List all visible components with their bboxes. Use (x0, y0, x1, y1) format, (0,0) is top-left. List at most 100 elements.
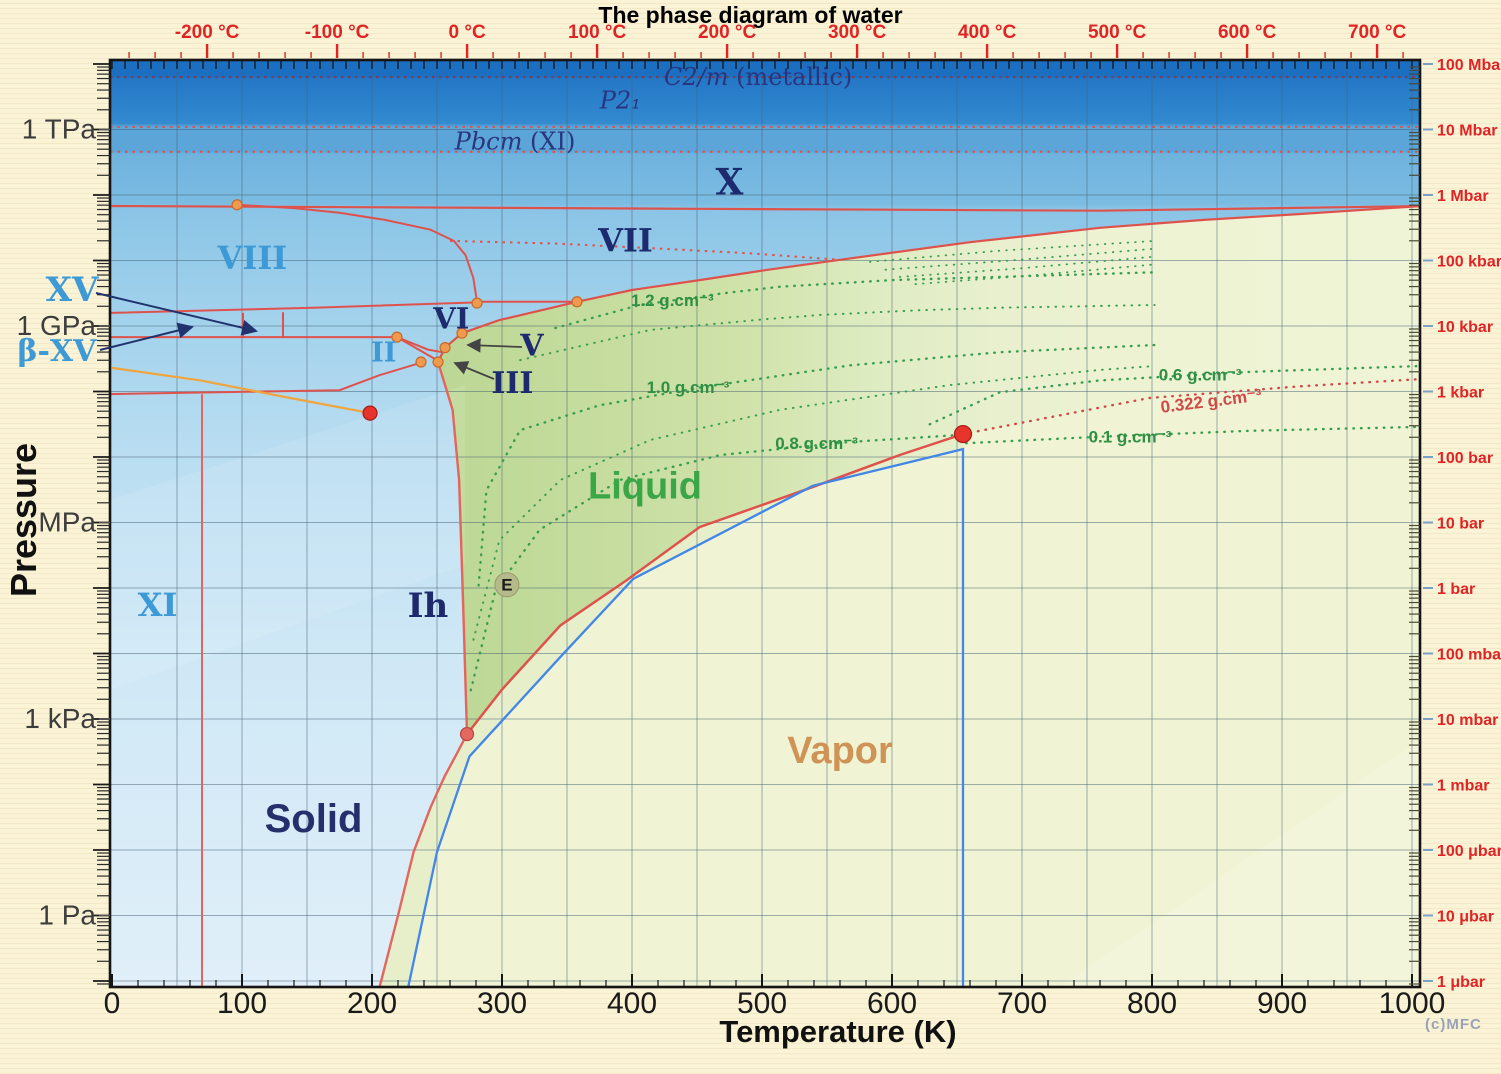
bar-label-right: 1 mbar (1437, 778, 1489, 795)
ih-ii-line (109, 361, 422, 396)
vi-vii-liquid-triple-point (571, 296, 583, 308)
phase-label-ice-iii: III (491, 366, 533, 401)
contour-d0322 (961, 377, 1421, 436)
contour-d12 (554, 271, 1156, 330)
phase-label-ice-vii: VII (597, 221, 653, 259)
x-tick-label: 600 (867, 987, 917, 1020)
structure-label-c2m: C2/m (metallic) (664, 63, 852, 91)
viii-vii-dotted-extension (449, 239, 841, 261)
iii-pointer (453, 361, 495, 380)
celsius-tick-label: 0 °C (449, 22, 486, 43)
xv-label: XV (46, 270, 99, 310)
contour-fan2 (884, 247, 1156, 271)
saturation-line (466, 432, 964, 735)
bar-label-right: 100 mbar (1437, 647, 1501, 664)
phase-label-vapor: Vapor (787, 730, 893, 772)
v-pointer (466, 338, 523, 353)
bar-label-right: 100 Mbar (1437, 57, 1501, 74)
celsius-tick-label: -100 °C (305, 22, 370, 43)
metastable-endpoint (362, 405, 378, 421)
bar-label-right: 100 bar (1437, 450, 1493, 467)
x-tick-label: 700 (997, 987, 1047, 1020)
bar-label-right: 1 μbar (1437, 974, 1485, 991)
ih-iii-liquid-triple-point (432, 356, 444, 368)
x-tick-label: 900 (1257, 987, 1307, 1020)
bar-label-right: 10 μbar (1437, 909, 1494, 926)
phase-label-liquid: Liquid (588, 465, 702, 507)
density-label-d01: 0.1 g.cm⁻³ (1089, 428, 1172, 447)
gridlines (110, 60, 1420, 987)
liquid-region (438, 206, 1420, 735)
phase-label-ice-v: V (519, 328, 544, 363)
vi-vii-viii-triple-point (471, 297, 483, 309)
density-contours (469, 240, 1421, 692)
beta-xv-label-arrow (99, 322, 194, 351)
contour-d10 (477, 343, 1156, 587)
x-tick-label: 800 (1127, 987, 1177, 1020)
contour-fan1 (869, 240, 1156, 263)
beta-xv-label: β-XV (18, 334, 98, 369)
phase-label-ice-vi: VI (432, 301, 469, 335)
phase-label-ice-xi: XI (138, 586, 178, 624)
ii-vi-triple-point (391, 331, 403, 343)
bar-label-right: 1 kbar (1437, 385, 1484, 402)
metastable-region (379, 434, 963, 988)
xv-upper-line (109, 301, 478, 314)
annotations: XV β-XV (18, 270, 523, 380)
bar-label-right: 100 kbar (1437, 254, 1501, 271)
x-tick-label: 300 (477, 987, 527, 1020)
pressure-label-left: 1 Pa (38, 900, 96, 931)
x-tick-label: 100 (217, 987, 267, 1020)
xv-label-arrow (95, 292, 258, 336)
watermark: (c)MFC (1425, 1016, 1482, 1033)
density-label-d12: 1.2 g.cm⁻³ (631, 291, 714, 310)
ih-melting-line (436, 361, 469, 735)
celsius-tick-label: 200 °C (698, 22, 757, 43)
phase-label-ice-x: X (716, 162, 744, 204)
pressure-label-left: 1 GPa (17, 310, 97, 341)
celsius-tick-label: 100 °C (568, 22, 627, 43)
critical-point (953, 424, 973, 444)
sublimation-line (378, 733, 469, 987)
viii-vii-boundary (237, 203, 478, 302)
bar-label-right: 10 kbar (1437, 319, 1493, 336)
bar-label-right: 10 mbar (1437, 712, 1498, 729)
v-vi-liquid-triple-point (456, 327, 468, 339)
bar-label-right: 1 Mbar (1437, 188, 1489, 205)
bar-label-right: 10 bar (1437, 516, 1484, 533)
contour-d11 (519, 304, 1156, 362)
contour-fan4 (914, 263, 1156, 285)
pressure-label-left: 1 kPa (24, 703, 96, 734)
structure-label-p21: P2₁ (599, 87, 641, 115)
xv-lower-line (110, 336, 443, 354)
density-label-d06: 0.6 g.cm⁻³ (1159, 365, 1242, 384)
y-axis-title: Pressure (3, 442, 44, 598)
e-marker-circle (494, 572, 520, 598)
pressure-label-left: MPa (38, 507, 96, 538)
solid-sheen (110, 385, 465, 690)
x-tick-label: 200 (347, 987, 397, 1020)
ih-ii-iii-triple-point (415, 356, 427, 368)
vapor-sheen (1060, 740, 1420, 987)
celsius-tick-label: 400 °C (958, 22, 1017, 43)
plot-frame (108, 58, 1422, 989)
x-tick-label: 1000 (1379, 987, 1446, 1020)
x-tick-label: 400 (607, 987, 657, 1020)
ii-iii-segment (396, 336, 439, 362)
x-axis-title: Temperature (K) (719, 1014, 957, 1049)
contour-d08 (469, 433, 965, 692)
x-tick-label: 0 (104, 987, 121, 1020)
e-marker: E (494, 572, 520, 598)
x-tick-label: 500 (737, 987, 787, 1020)
iii-v-liquid-triple-point (439, 342, 451, 354)
celsius-tick-label: 500 °C (1088, 22, 1147, 43)
phase-boundaries (109, 76, 1420, 987)
spinodal-blue-line (407, 447, 965, 987)
ice-x-line (109, 204, 1420, 212)
phase-label-ice-ii: II (371, 338, 396, 369)
axes: 0 100 200 300 400 500 600 700 800 900 1000 -200 °C -… (17, 22, 1501, 1020)
pressure-label-left: 1 TPa (22, 114, 97, 145)
phase-label-ice-ih: Ih (408, 586, 449, 626)
